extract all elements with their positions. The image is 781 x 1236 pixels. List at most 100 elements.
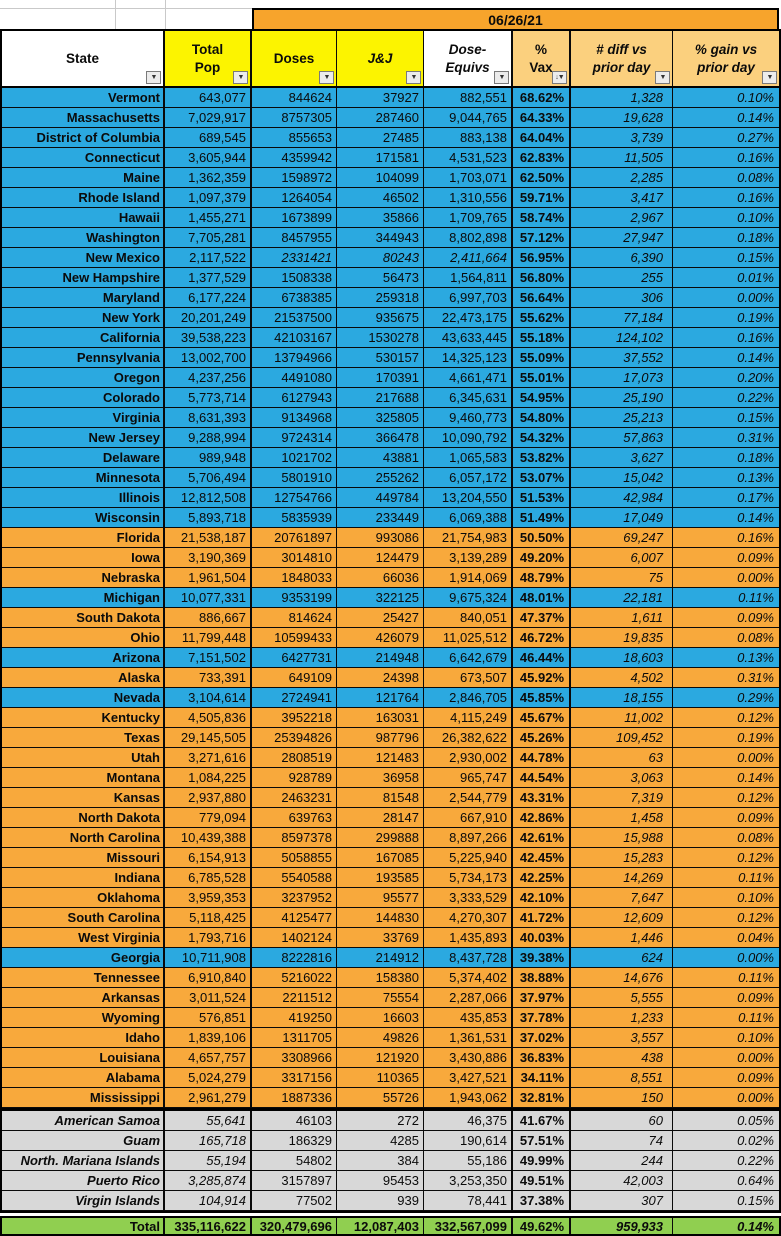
cell-doses[interactable]: 814624 bbox=[252, 608, 337, 627]
cell-diff[interactable]: 17,073 bbox=[571, 368, 673, 387]
cell-jj[interactable]: 24398 bbox=[337, 668, 424, 687]
cell-equivs[interactable]: 1,361,531 bbox=[424, 1028, 513, 1047]
cell-jj[interactable]: 214912 bbox=[337, 948, 424, 967]
cell-state[interactable]: Maryland bbox=[2, 288, 165, 307]
cell-pop[interactable]: 1,961,504 bbox=[165, 568, 252, 587]
cell-state[interactable]: Guam bbox=[2, 1131, 165, 1150]
cell-state[interactable]: Oklahoma bbox=[2, 888, 165, 907]
cell-state[interactable]: Virginia bbox=[2, 408, 165, 427]
cell-jj[interactable]: 344943 bbox=[337, 228, 424, 247]
cell-gain[interactable]: 0.09% bbox=[737, 610, 774, 625]
cell-equivs[interactable]: 8,802,898 bbox=[424, 228, 513, 247]
cell-vax[interactable]: 59.71% bbox=[513, 188, 571, 207]
cell-equivs[interactable]: 4,115,249 bbox=[424, 708, 513, 727]
cell-jj[interactable]: 104099 bbox=[337, 168, 424, 187]
cell-jj[interactable]: 95453 bbox=[337, 1171, 424, 1190]
cell-equivs[interactable]: 26,382,622 bbox=[424, 728, 513, 747]
cell-gain[interactable]: 0.15% bbox=[737, 1193, 774, 1208]
cell-diff[interactable]: 69,247 bbox=[571, 528, 673, 547]
cell-gain[interactable]: 0.22% bbox=[737, 1153, 774, 1168]
cell-state[interactable]: Colorado bbox=[2, 388, 165, 407]
cell-vax[interactable]: 55.18% bbox=[513, 328, 571, 347]
cell-gain[interactable]: 0.12% bbox=[737, 790, 774, 805]
total-cell-vax[interactable]: 49.62% bbox=[513, 1218, 571, 1234]
cell-diff[interactable]: 1,328 bbox=[571, 88, 673, 107]
cell-diff[interactable]: 74 bbox=[571, 1131, 673, 1150]
total-cell-jj[interactable]: 12,087,403 bbox=[337, 1218, 424, 1234]
cell-equivs[interactable]: 883,138 bbox=[424, 128, 513, 147]
cell-doses[interactable]: 2463231 bbox=[252, 788, 337, 807]
cell-vax[interactable]: 36.83% bbox=[513, 1048, 571, 1067]
cell-state[interactable]: Massachusetts bbox=[2, 108, 165, 127]
cell-pop[interactable]: 5,024,279 bbox=[165, 1068, 252, 1087]
cell-equivs[interactable]: 8,897,266 bbox=[424, 828, 513, 847]
cell-state[interactable]: Oregon bbox=[2, 368, 165, 387]
cell-gain[interactable]: 0.09% bbox=[737, 990, 774, 1005]
cell-doses[interactable]: 1508338 bbox=[252, 268, 337, 287]
cell-jj[interactable]: 43881 bbox=[337, 448, 424, 467]
cell-jj[interactable]: 299888 bbox=[337, 828, 424, 847]
cell-vax[interactable]: 40.03% bbox=[513, 928, 571, 947]
cell-diff[interactable]: 3,417 bbox=[571, 188, 673, 207]
cell-doses[interactable]: 5540588 bbox=[252, 868, 337, 887]
cell-state[interactable]: Rhode Island bbox=[2, 188, 165, 207]
cell-state[interactable]: Kentucky bbox=[2, 708, 165, 727]
filter-sort-descending-icon[interactable]: ↓▼ bbox=[552, 71, 567, 84]
cell-jj[interactable]: 1530278 bbox=[337, 328, 424, 347]
cell-pop[interactable]: 6,154,913 bbox=[165, 848, 252, 867]
cell-vax[interactable]: 57.12% bbox=[513, 228, 571, 247]
cell-state[interactable]: Missouri bbox=[2, 848, 165, 867]
cell-pop[interactable]: 4,505,836 bbox=[165, 708, 252, 727]
cell-jj[interactable]: 37927 bbox=[337, 88, 424, 107]
cell-pop[interactable]: 6,785,528 bbox=[165, 868, 252, 887]
cell-gain[interactable]: 0.02% bbox=[737, 1133, 774, 1148]
cell-doses[interactable]: 4359942 bbox=[252, 148, 337, 167]
cell-vax[interactable]: 55.09% bbox=[513, 348, 571, 367]
cell-gain[interactable]: 0.08% bbox=[737, 830, 774, 845]
cell-doses[interactable]: 6427731 bbox=[252, 648, 337, 667]
cell-gain[interactable]: 0.00% bbox=[737, 950, 774, 965]
cell-pop[interactable]: 1,377,529 bbox=[165, 268, 252, 287]
filter-dropdown-icon[interactable]: ▼ bbox=[233, 71, 248, 84]
cell-equivs[interactable]: 840,051 bbox=[424, 608, 513, 627]
cell-equivs[interactable]: 9,460,773 bbox=[424, 408, 513, 427]
cell-equivs[interactable]: 4,270,307 bbox=[424, 908, 513, 927]
cell-pop[interactable]: 7,705,281 bbox=[165, 228, 252, 247]
cell-diff[interactable]: 19,835 bbox=[571, 628, 673, 647]
cell-equivs[interactable]: 2,411,664 bbox=[424, 248, 513, 267]
filter-dropdown-icon[interactable]: ▼ bbox=[406, 71, 421, 84]
cell-gain[interactable]: 0.00% bbox=[737, 1050, 774, 1065]
cell-jj[interactable]: 217688 bbox=[337, 388, 424, 407]
cell-equivs[interactable]: 2,287,066 bbox=[424, 988, 513, 1007]
cell-vax[interactable]: 47.37% bbox=[513, 608, 571, 627]
cell-jj[interactable]: 449784 bbox=[337, 488, 424, 507]
cell-pop[interactable]: 3,271,616 bbox=[165, 748, 252, 767]
cell-pop[interactable]: 104,914 bbox=[165, 1191, 252, 1210]
cell-pop[interactable]: 1,455,271 bbox=[165, 208, 252, 227]
cell-jj[interactable]: 325805 bbox=[337, 408, 424, 427]
cell-doses[interactable]: 5058855 bbox=[252, 848, 337, 867]
cell-state[interactable]: Virgin Islands bbox=[2, 1191, 165, 1210]
cell-pop[interactable]: 3,190,369 bbox=[165, 548, 252, 567]
cell-diff[interactable]: 15,042 bbox=[571, 468, 673, 487]
cell-doses[interactable]: 844624 bbox=[252, 88, 337, 107]
cell-equivs[interactable]: 55,186 bbox=[424, 1151, 513, 1170]
cell-gain[interactable]: 0.20% bbox=[737, 370, 774, 385]
cell-state[interactable]: Texas bbox=[2, 728, 165, 747]
cell-state[interactable]: Nevada bbox=[2, 688, 165, 707]
cell-gain[interactable]: 0.22% bbox=[737, 390, 774, 405]
cell-equivs[interactable]: 673,507 bbox=[424, 668, 513, 687]
cell-doses[interactable]: 1887336 bbox=[252, 1088, 337, 1107]
cell-pop[interactable]: 6,910,840 bbox=[165, 968, 252, 987]
cell-gain[interactable]: 0.01% bbox=[737, 270, 774, 285]
cell-vax[interactable]: 32.81% bbox=[513, 1088, 571, 1107]
cell-vax[interactable]: 42.61% bbox=[513, 828, 571, 847]
cell-pop[interactable]: 2,937,880 bbox=[165, 788, 252, 807]
cell-jj[interactable]: 55726 bbox=[337, 1088, 424, 1107]
cell-equivs[interactable]: 5,734,173 bbox=[424, 868, 513, 887]
cell-diff[interactable]: 77,184 bbox=[571, 308, 673, 327]
cell-equivs[interactable]: 667,910 bbox=[424, 808, 513, 827]
cell-vax[interactable]: 46.44% bbox=[513, 648, 571, 667]
cell-equivs[interactable]: 78,441 bbox=[424, 1191, 513, 1210]
cell-doses[interactable]: 13794966 bbox=[252, 348, 337, 367]
